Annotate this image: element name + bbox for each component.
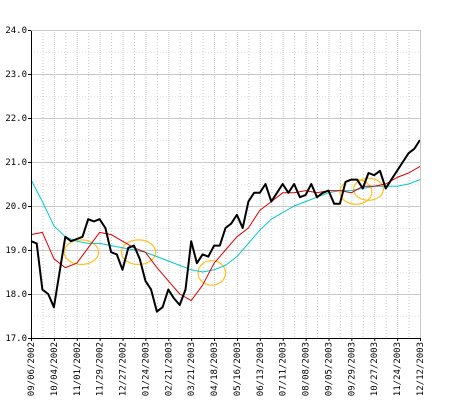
y-tick-label: 21.0 xyxy=(5,158,27,168)
x-tick-label: 01/24/2003 xyxy=(141,342,151,396)
series-line xyxy=(30,139,421,313)
x-tick-label: 08/08/2003 xyxy=(302,342,312,396)
y-tick-label: 22.0 xyxy=(5,114,27,124)
y-tick-label: 23.0 xyxy=(5,70,27,80)
x-tick-label: 11/24/2003 xyxy=(393,342,403,396)
annotation-ellipse xyxy=(353,177,384,201)
x-tick-label: 12/12/2003 xyxy=(416,342,426,396)
y-tick-label: 19.0 xyxy=(5,246,27,256)
x-tick-label: 02/21/2003 xyxy=(164,342,174,396)
x-tick-label: 09/05/2003 xyxy=(324,342,334,396)
x-tick-label: 12/27/2002 xyxy=(119,342,129,396)
axes xyxy=(28,30,421,341)
x-tick-labels: 09/06/2002 10/04/2002 11/01/2002 11/29/2002… xyxy=(27,342,426,396)
x-tick-label: 09/06/2002 xyxy=(27,342,37,396)
x-tick-label: 07/11/2003 xyxy=(279,342,289,396)
x-tick-label: 05/16/2003 xyxy=(233,342,243,396)
annotation-ellipse xyxy=(63,239,100,266)
series-line xyxy=(30,179,421,273)
y-tick-label: 17.0 xyxy=(5,334,27,344)
x-tick-label: 04/18/2003 xyxy=(210,342,220,396)
x-tick-label: 06/13/2003 xyxy=(256,342,266,396)
annotation-layer xyxy=(63,177,384,286)
y-tick-label: 20.0 xyxy=(5,202,27,212)
x-tick-label: 09/29/2003 xyxy=(347,342,357,396)
grid xyxy=(31,30,421,339)
y-tick-label: 24.0 xyxy=(5,26,27,36)
series-layer xyxy=(30,139,421,313)
series-line xyxy=(30,165,421,302)
annotation-ellipse xyxy=(197,259,227,286)
y-tick-labels: 17.0 18.0 19.0 20.0 21.0 22.0 23.0 24.0 xyxy=(5,26,27,344)
annotation-ellipse xyxy=(120,239,157,266)
y-tick-label: 18.0 xyxy=(5,290,27,300)
x-tick-label: 10/27/2003 xyxy=(370,342,380,396)
x-tick-label: 11/29/2002 xyxy=(96,342,106,396)
x-tick-label: 10/04/2002 xyxy=(50,342,60,396)
x-tick-label: 11/01/2002 xyxy=(73,342,83,396)
x-tick-label: 03/21/2003 xyxy=(187,342,197,396)
